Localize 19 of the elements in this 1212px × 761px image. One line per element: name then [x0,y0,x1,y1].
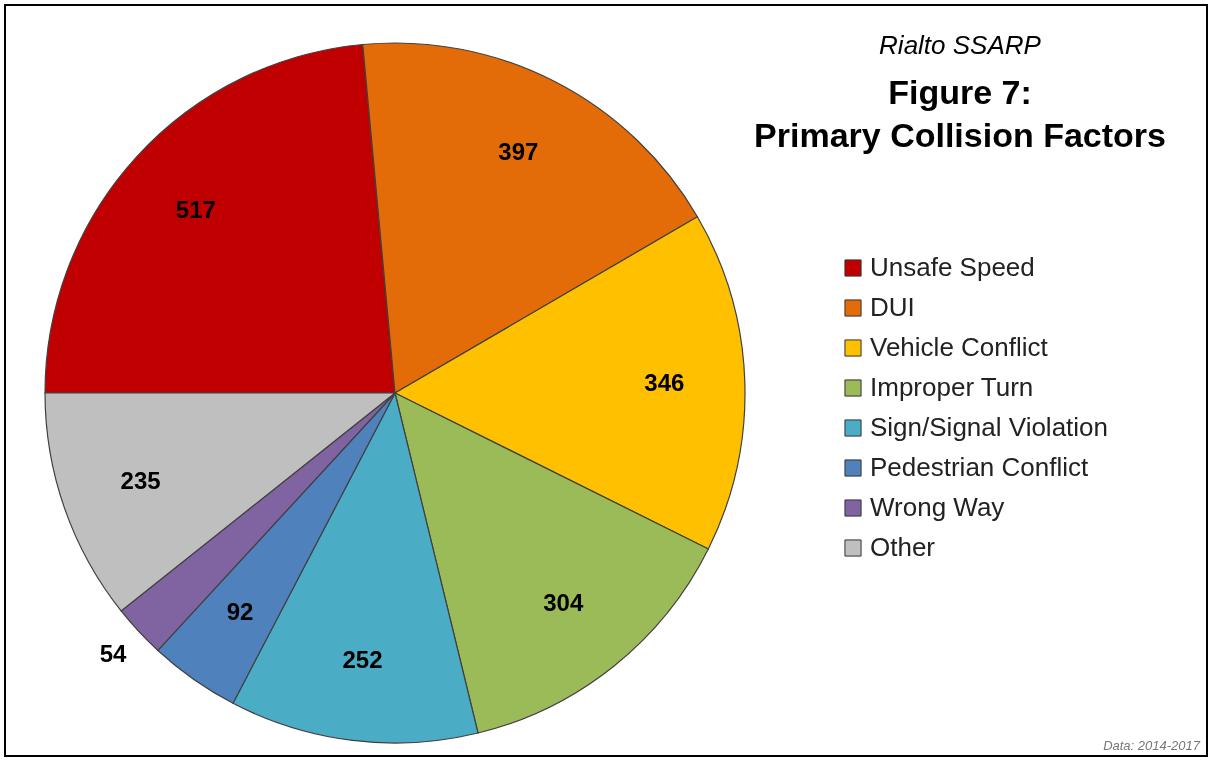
text: Data: 2014-2017 [1103,738,1201,753]
text: Figure 7: Primary Collision Factors [754,73,1166,154]
data-label: 235 [120,466,161,494]
legend-label: Other [870,532,936,562]
chart-subtitle: Rialto SSARP [879,30,1042,60]
legend-label: Wrong Way [870,492,1005,522]
data-label: 252 [342,645,383,673]
legend-label: Pedestrian Conflict [870,452,1089,482]
data-label: 54 [99,640,128,668]
legend-label: Improper Turn [870,372,1034,402]
legend-label: Unsafe Speed [870,252,1035,282]
data-label: 92 [226,598,254,626]
legend-label: Vehicle Conflict [870,332,1049,362]
data-label: 304 [543,588,584,616]
data-label: 397 [498,138,539,166]
data-label: 517 [175,196,216,224]
legend-label: Sign/Signal Violation [870,412,1109,442]
legend-label: DUI [870,292,915,322]
data-label: 346 [644,369,685,397]
